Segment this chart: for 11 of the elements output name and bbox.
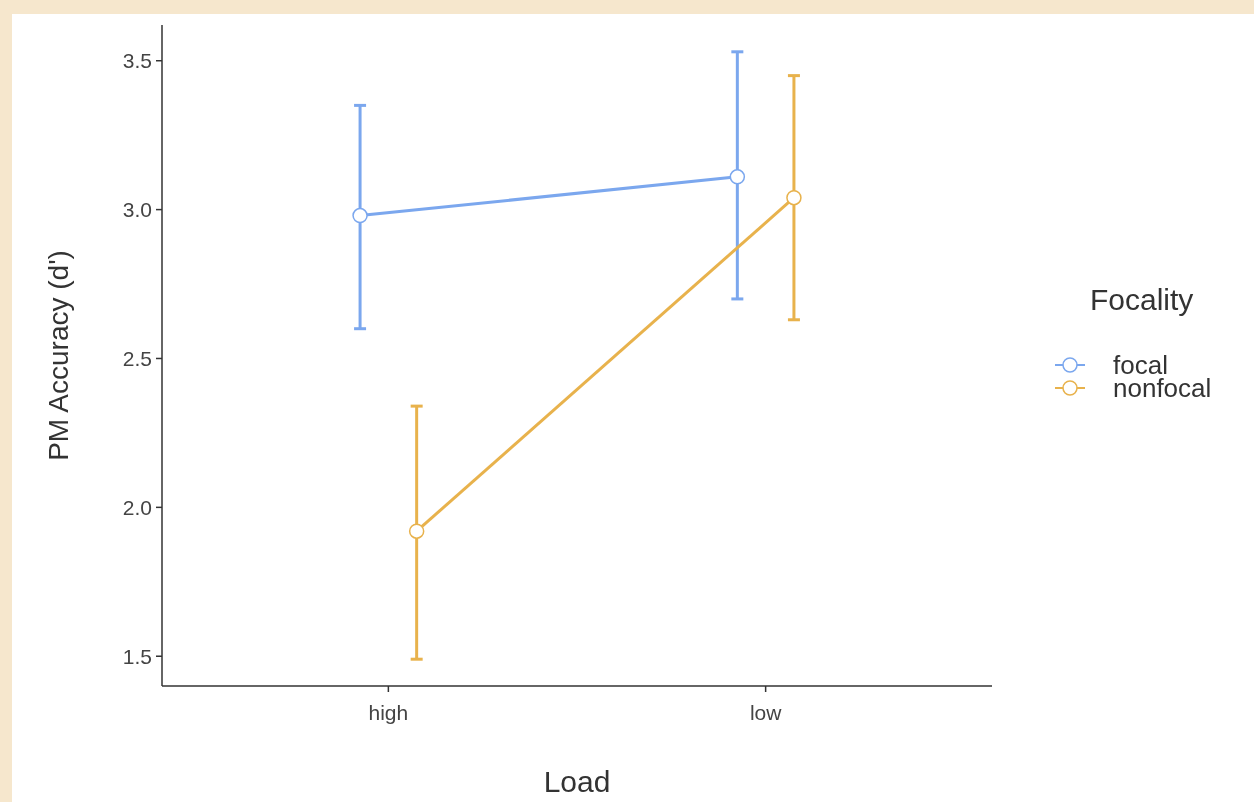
y-tick-label: 3.0 [122,197,152,221]
y-tick-label: 1.5 [122,644,152,668]
y-tick-label: 2.5 [122,346,152,370]
legend-title: Focality [1090,283,1194,316]
y-tick-label: 3.5 [122,49,152,73]
x-tick-label: low [749,701,783,724]
y-tick-label: 2.0 [122,495,152,519]
legend-label: nonfocal [1113,373,1212,404]
x-tick-label: high [368,701,409,724]
x-axis-title: Load [543,765,611,798]
y-axis-title: PM Accuracy (d') [43,250,74,461]
